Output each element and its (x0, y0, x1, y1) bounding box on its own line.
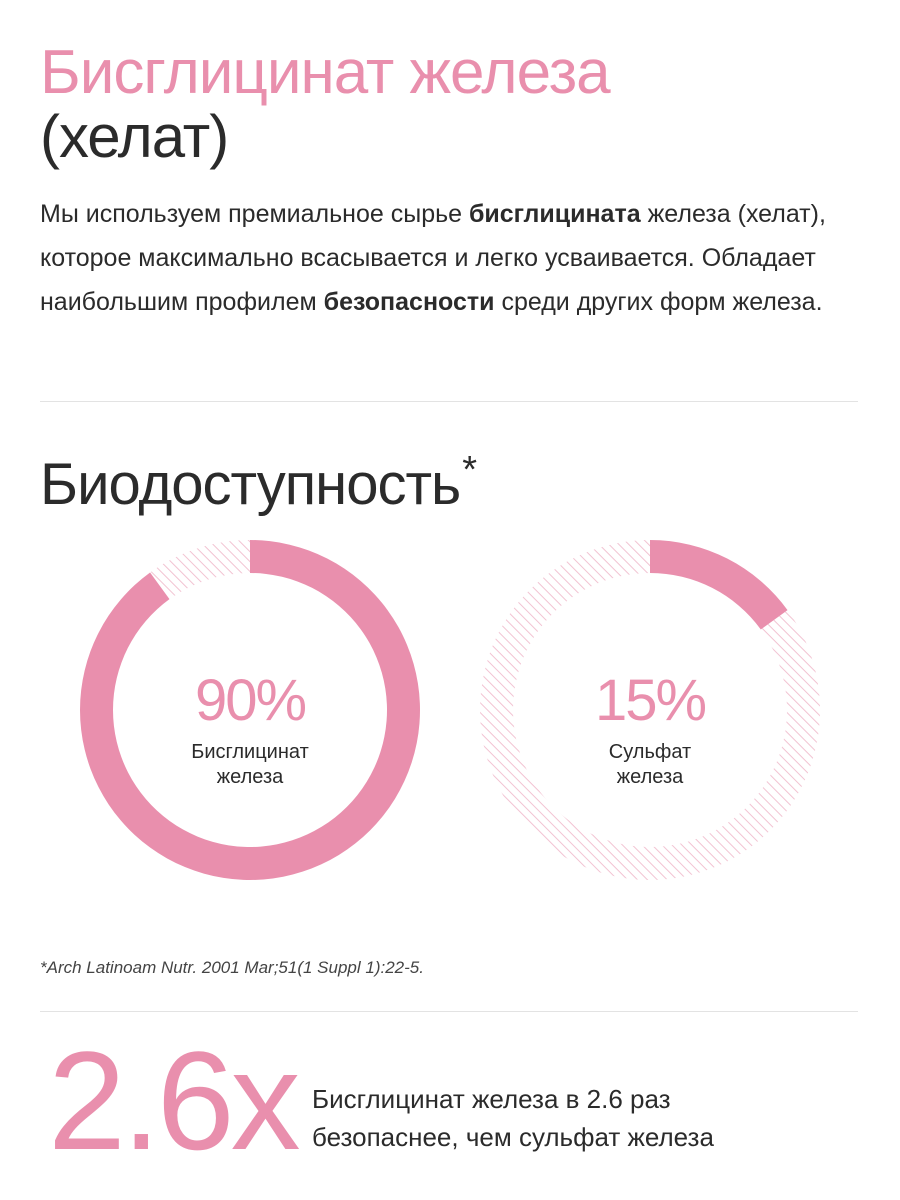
divider-bottom (40, 1011, 858, 1012)
safety-caption-line1: Бисглицинат железа в 2.6 раз (312, 1084, 671, 1114)
donut-1-value-label: 90% (195, 668, 306, 733)
bioavailability-donut-charts: 90% Бисглицинат железа 15% Сульфат желез… (79, 540, 820, 880)
donut-1-caption-line2: железа (217, 766, 284, 788)
section-title: Биодоступность* (40, 434, 477, 521)
footnote-marker: * (462, 449, 477, 491)
donut-2: 15% Сульфат железа (480, 540, 820, 880)
section-title-text: Биодоступность (40, 452, 461, 517)
safety-caption: Бисглицинат железа в 2.6 раз безопаснее,… (312, 1080, 872, 1156)
intro-text-2: железа (хелат), которое максимально всас… (40, 200, 826, 316)
donut-2-value-label: 15% (595, 668, 706, 733)
safety-caption-line2: безопаснее, чем сульфат железа (312, 1122, 714, 1152)
page-title: Бисглицинат железа (40, 38, 611, 107)
divider-top (40, 401, 858, 402)
donut-2-caption-line2: железа (617, 766, 684, 788)
intro-text-3: среди других форм железа. (494, 288, 823, 316)
donut-2-value-arc (650, 540, 788, 630)
donut-1-caption-line1: Бисглицинат (191, 741, 309, 763)
page-subtitle: (хелат) (40, 103, 229, 170)
donut-2-caption-line1: Сульфат (609, 741, 691, 763)
donut-1: 90% Бисглицинат железа (79, 540, 421, 880)
intro-bold-2: безопасности (323, 288, 495, 316)
donut-1-remainder (150, 540, 250, 600)
intro-paragraph: Мы используем премиальное сырье бисглици… (40, 192, 870, 324)
intro-text-1: Мы используем премиальное сырье (40, 200, 469, 228)
footnote: *Arch Latinoam Nutr. 2001 Mar;51(1 Suppl… (40, 958, 424, 977)
intro-bold-1: бисглицината (468, 200, 641, 228)
safety-multiplier: 2.6x (48, 1022, 301, 1179)
